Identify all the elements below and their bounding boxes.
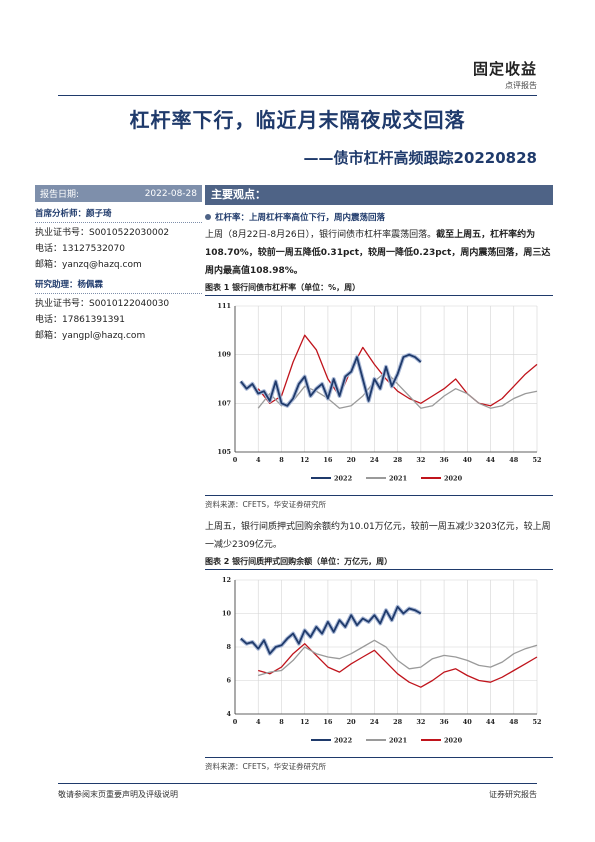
series-line-2022 [240, 353, 422, 407]
bullet-leverage: 杠杆率：上周杠杆率高位下行，周内震荡回落 [205, 211, 553, 223]
x-tick-label: 12 [300, 456, 309, 464]
x-tick-label: 4 [256, 718, 261, 726]
x-tick-label: 12 [300, 718, 309, 726]
footer-label: 证券研究报告 [489, 790, 537, 799]
y-tick-label: 12 [222, 576, 231, 584]
analyst-phone: 电话：13127532070 [35, 244, 125, 254]
x-tick-label: 0 [233, 718, 238, 726]
y-tick-label: 8 [226, 643, 231, 651]
x-tick-label: 8 [279, 718, 284, 726]
x-tick-label: 24 [370, 456, 380, 464]
legend-label-2022: 2022 [334, 737, 352, 745]
report-date-bar: 报告日期: 2022-08-28 [35, 185, 202, 202]
x-tick-label: 28 [393, 456, 403, 464]
x-tick-label: 52 [532, 718, 541, 726]
analyst-role: 首席分析师：颜子琦 [35, 209, 112, 219]
series-line-2020 [257, 334, 538, 407]
x-tick-label: 52 [532, 456, 541, 464]
analyst-email[interactable]: 邮箱：yanzq@hazq.com [35, 260, 142, 270]
x-tick-label: 8 [279, 456, 284, 464]
y-tick-label: 105 [217, 448, 231, 456]
views-heading: 主要观点： [205, 185, 553, 205]
report-category: 固定收益 [472, 60, 537, 78]
x-tick-label: 44 [486, 456, 496, 464]
paragraph-bold: 截至上周五，杠杆率约为108.70%，较前一周五降低0.31pct，较周一降低0… [205, 230, 551, 276]
x-tick-label: 20 [347, 718, 357, 726]
x-tick-label: 20 [347, 456, 357, 464]
assistant-cert: 执业证书号：S0010122040030 [35, 299, 170, 309]
main-content: 主要观点： 杠杆率：上周杠杆率高位下行，周内震荡回落 上周（8月22日-8月26… [205, 185, 553, 772]
y-tick-label: 10 [222, 610, 232, 618]
analyst-cert: 执业证书号：S0010522030002 [35, 228, 170, 238]
y-tick-label: 6 [226, 677, 231, 685]
figure2-source: 资料来源：CFETS，华安证券研究所 [205, 757, 553, 772]
report-date-label: 报告日期: [40, 190, 80, 200]
legend-label-2021: 2021 [389, 737, 407, 745]
x-tick-label: 40 [463, 456, 473, 464]
x-tick-label: 36 [440, 456, 450, 464]
y-tick-label: 111 [217, 302, 231, 310]
page-subtitle: ——债市杠杆高频跟踪20220828 [303, 149, 538, 167]
y-tick-label: 4 [226, 710, 231, 718]
x-tick-label: 44 [486, 718, 496, 726]
footer-disclaimer: 敬请参阅末页重要声明及评级说明 [58, 790, 178, 799]
legend-label-2020: 2020 [444, 475, 463, 483]
assistant-phone: 电话：17861391391 [35, 315, 125, 325]
x-tick-label: 32 [416, 456, 425, 464]
y-tick-label: 107 [217, 399, 231, 407]
figure1-title: 图表 1 银行间债市杠杆率（单位：%，周） [205, 282, 553, 296]
bullet-text: 杠杆率：上周杠杆率高位下行，周内震荡回落 [215, 213, 386, 223]
assistant-email[interactable]: 邮箱：yangpl@hazq.com [35, 331, 146, 341]
x-tick-label: 40 [463, 718, 473, 726]
legend-label-2020: 2020 [444, 737, 463, 745]
x-tick-label: 0 [233, 456, 238, 464]
paragraph-repo: 上周五，银行间质押式回购余额约为10.01万亿元，较前一周五减少3203亿元，较… [205, 522, 551, 550]
x-tick-label: 48 [509, 456, 519, 464]
divider [35, 222, 202, 223]
series-line-2021 [258, 639, 538, 677]
legend-label-2022: 2022 [334, 475, 352, 483]
page-title: 杠杆率下行，临近月末隔夜成交回落 [129, 108, 466, 132]
report-date-value: 2022-08-28 [144, 188, 197, 199]
assistant-role: 研究助理：杨佩霖 [35, 280, 104, 290]
figure2-title: 图表 2 银行间质押式回购余额（单位：万亿元，周） [205, 556, 553, 570]
x-tick-label: 16 [323, 456, 333, 464]
paragraph-plain: 上周（8月22日-8月26日），银行间债市杠杆率震荡回落。 [205, 230, 437, 240]
sidebar: 报告日期: 2022-08-28 首席分析师：颜子琦 执业证书号：S001052… [35, 185, 202, 344]
footer-rule [58, 783, 537, 784]
series-line-2022 [240, 605, 422, 655]
bullet-dot-icon [205, 214, 211, 220]
x-tick-label: 16 [323, 718, 333, 726]
x-tick-label: 28 [393, 718, 403, 726]
leverage-chart: 0 4 8 12 16 20 24 28 32 36 40 44 48 52105107109111202… [217, 302, 541, 483]
series-line-2021 [257, 371, 538, 409]
x-tick-label: 48 [509, 718, 519, 726]
x-tick-label: 24 [370, 718, 380, 726]
header-rule [58, 95, 537, 96]
legend-label-2021: 2021 [389, 475, 407, 483]
figure1-source: 资料来源：CFETS，华安证券研究所 [205, 495, 553, 510]
series-line-2020 [258, 643, 538, 688]
divider [35, 293, 202, 294]
report-type: 点评报告 [505, 81, 537, 90]
x-tick-label: 32 [416, 718, 425, 726]
y-tick-label: 109 [217, 351, 231, 359]
paragraph-leverage: 上周（8月22日-8月26日），银行间债市杠杆率震荡回落。截至上周五，杠杆率约为… [205, 226, 553, 280]
x-tick-label: 4 [256, 456, 261, 464]
x-tick-label: 36 [440, 718, 450, 726]
